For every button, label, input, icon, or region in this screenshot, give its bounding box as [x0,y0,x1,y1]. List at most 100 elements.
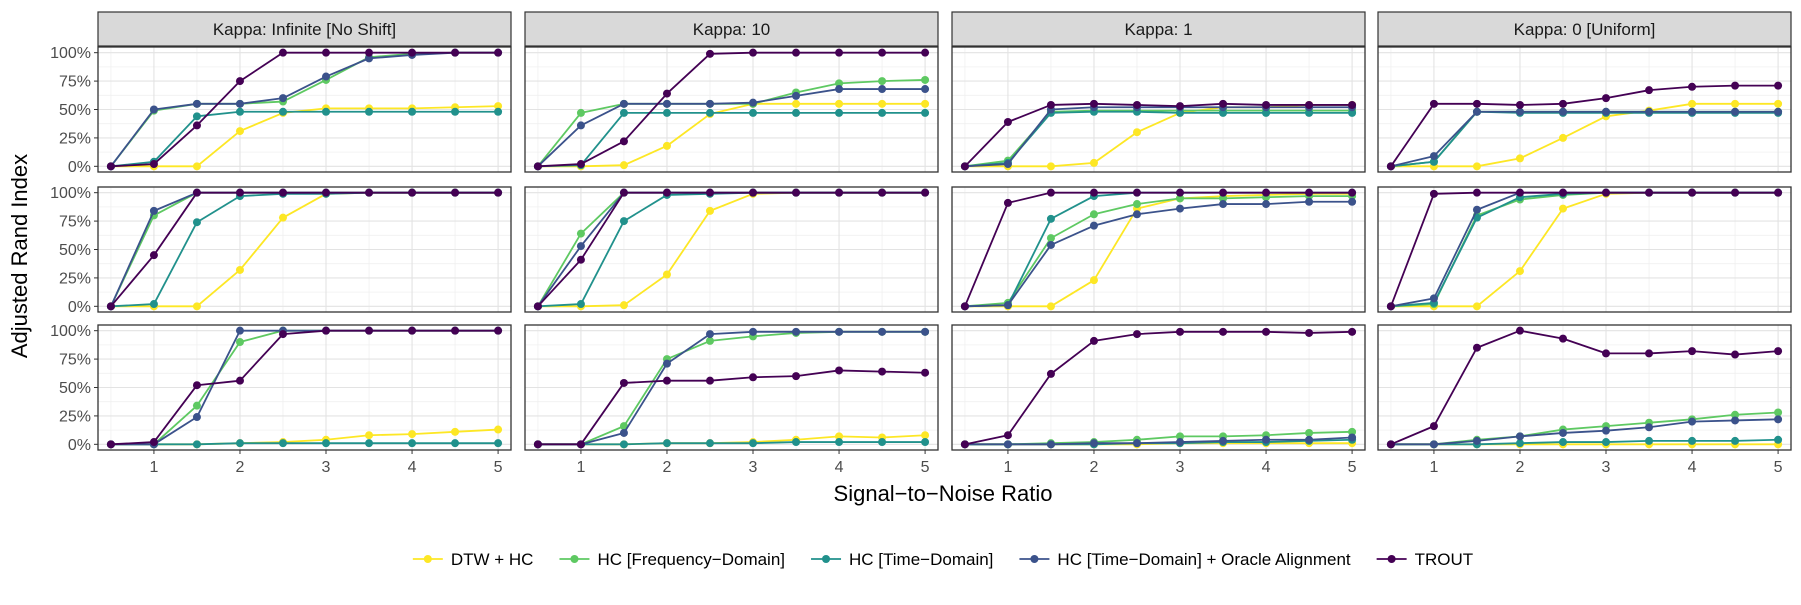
panel-r1-c2-point-hc-time-domain-oracle-alignment-6 [749,98,758,107]
facet-strip-4 [1377,11,1792,47]
panel-r1-c2-point-hc-time-domain-4 [662,108,671,117]
panel-r1-c4-point-dtw-hc-9 [1731,99,1740,108]
panel-r1-c1-line-hc-time-domain [110,110,499,168]
panel-r3-c2-border [524,324,939,451]
panel-r3-c2-line-hc-time-domain-oracle-alignment [537,330,926,446]
panel-r2-c3-point-trout-10 [1348,188,1357,197]
panel-r3-c4-point-hc-time-domain-6 [1602,438,1611,447]
panel-r3-c1-point-trout-5 [278,330,287,339]
panel-r3-c1-point-hc-time-domain-oracle-alignment-4 [235,326,244,335]
panel-r3-c1-point-dtw-hc-7 [365,431,374,440]
panel-r3-c4-x-tick-label-3: 3 [1602,459,1611,476]
panel-r1-c4-point-hc-time-domain-oracle-alignment-7 [1645,107,1654,116]
panel-r1-c2-point-hc-time-domain-10 [921,108,930,117]
panel-r3-c1-point-trout-8 [408,326,417,335]
panel-r1-c4-point-dtw-hc-4 [1515,154,1524,163]
panel-r3-c2-point-hc-time-domain-oracle-alignment-9 [878,327,887,336]
panel-r2-c3-point-trout-6 [1176,188,1185,197]
panel-r1-c3-point-trout-3 [1046,100,1055,109]
panel-r1-c2-point-hc-time-domain-7 [792,108,801,117]
panel-r1-c4-point-hc-time-domain-2 [1429,157,1438,166]
panel-r3-c4-x-tick-label-4: 4 [1688,459,1697,476]
panel-r1-c4-point-hc-time-domain-oracle-alignment-2 [1429,152,1438,161]
panel-r1-c1-y-tick-label-1: 0% [68,159,91,176]
panel-r3-c4-point-trout-10 [1774,347,1783,356]
panel-r2-c2-point-hc-time-domain-oracle-alignment-2 [576,242,585,251]
panel-r3-c1-point-dtw-hc-9 [451,427,460,436]
panel-r1-c3-point-trout-4 [1089,99,1098,108]
panel-r1-c1-point-trout-9 [451,48,460,57]
panel-r2-c1-y-tick-label-2: 25% [59,270,91,287]
panel-r1-c2-line-dtw-hc [537,102,926,168]
panel-r3-c3-point-hc-frequency-domain-6 [1176,432,1185,441]
panel-r3-c4-point-hc-frequency-domain-9 [1731,410,1740,419]
panel-r2-c4-point-trout-1 [1386,302,1395,311]
panel-r1-c2-point-hc-time-domain-8 [835,108,844,117]
panel-r3-c3-point-hc-time-domain-oracle-alignment-3 [1046,440,1055,449]
panel-r1-c4-point-trout-1 [1386,162,1395,171]
panel-r3-c1-point-dtw-hc-10 [494,425,503,434]
panel-r3-c3-border [951,324,1366,451]
panel-r3-c3-point-hc-time-domain-oracle-alignment-4 [1089,439,1098,448]
panel-r2-c3-point-hc-time-domain-oracle-alignment-8 [1262,200,1271,209]
legend-hc-time-domain-key-point [822,555,831,563]
panel-r1-c2-line-trout [537,51,926,168]
panel-r3-c1-point-hc-frequency-domain-3 [192,401,201,410]
legend-dtw-hc-label: DTW + HC [451,550,534,569]
panel-r2-c1-y-tick-label-4: 75% [59,214,91,231]
panel-r1-c4-point-hc-time-domain-oracle-alignment-10 [1774,107,1783,116]
panel-r3-c2-point-hc-time-domain-4 [662,439,671,448]
panel-r3-c4-point-hc-time-domain-oracle-alignment-3 [1472,436,1481,445]
panel-r3-c2-point-hc-frequency-domain-5 [705,336,714,345]
facet-strip-label-2: Kappa: 10 [693,20,771,39]
panel-r1-c4-point-trout-9 [1731,81,1740,90]
panel-r2-c2-point-hc-frequency-domain-2 [576,229,585,238]
panel-r3-c2-point-trout-2 [576,440,585,449]
panel-r2-c1-point-trout-5 [278,188,287,197]
panel-r1-c1-line-trout [110,51,499,168]
panel-r3-c2-point-trout-9 [878,367,887,376]
panel-r1-c2-point-hc-time-domain-oracle-alignment-8 [835,85,844,94]
panel-r2-c1-point-trout-1 [106,302,115,311]
panel-r3-c3-line-trout [964,330,1353,446]
panel-r2-c3-point-trout-7 [1219,188,1228,197]
panel-r2-c3-point-trout-2 [1003,198,1012,207]
panel-r1-c1-point-hc-time-domain-10 [494,107,503,116]
panel-r3-c4-point-hc-time-domain-oracle-alignment-9 [1731,416,1740,425]
panel-r2-c3-point-trout-8 [1262,188,1271,197]
panel-r1-c2-point-trout-9 [878,48,887,57]
panel-r2-c2-point-trout-1 [533,302,542,311]
panel-r2-c2-point-trout-7 [792,188,801,197]
panel-r3-c1-point-trout-6 [322,326,331,335]
panel-r3-c1-line-hc-time-domain [110,442,499,446]
panel-r1-c1-point-trout-5 [278,48,287,57]
panel-r3-c1-point-hc-time-domain-6 [322,439,331,448]
panel-r1-c2-point-dtw-hc-3 [619,161,628,170]
panel-r1-c1-point-dtw-hc-10 [494,102,503,111]
panel-r1-c2-point-dtw-hc-9 [878,99,887,108]
panel-r3-c1-y-tick-label-3: 50% [59,380,91,397]
panel-r2-c4-point-trout-7 [1645,188,1654,197]
legend-hc-time-domain-oracle-alignment-label: HC [Time−Domain] + Oracle Alignment [1057,550,1350,569]
panel-r3-c2-point-trout-7 [792,372,801,381]
panel-r2-c1-y-tick-label-1: 0% [68,299,91,316]
panel-r3-c4-point-hc-time-domain-5 [1558,438,1567,447]
panel-r3-c4-point-trout-5 [1558,334,1567,343]
panel-r2-c3-point-hc-time-domain-oracle-alignment-2 [1003,301,1012,310]
panel-r3-c1-point-hc-time-domain-5 [278,439,287,448]
panel-r2-c4-point-trout-9 [1731,188,1740,197]
panel-r1-c1-y-tick-label-5: 100% [50,45,91,62]
panel-r3-c4-point-hc-time-domain-oracle-alignment-5 [1558,428,1567,437]
panel-r3-c2-point-hc-time-domain-oracle-alignment-10 [921,327,930,336]
panel-r2-c3-line-hc-frequency-domain [964,195,1353,308]
panel-r1-c3-border [951,46,1366,173]
panel-r1-c4-point-trout-7 [1645,86,1654,95]
panel-r3-c1-point-hc-frequency-domain-4 [235,338,244,347]
panel-r2-c2-point-trout-4 [662,188,671,197]
panel-r1-c2-point-trout-6 [749,48,758,57]
panel-r3-c3-x-tick-label-5: 5 [1348,459,1357,476]
panel-r3-c2-point-hc-time-domain-oracle-alignment-3 [619,428,628,437]
panel-r3-c3-point-trout-5 [1132,330,1141,339]
panel-r3-c3-point-trout-4 [1089,336,1098,345]
panel-r2-c1-y-tick-label-5: 100% [50,185,91,202]
